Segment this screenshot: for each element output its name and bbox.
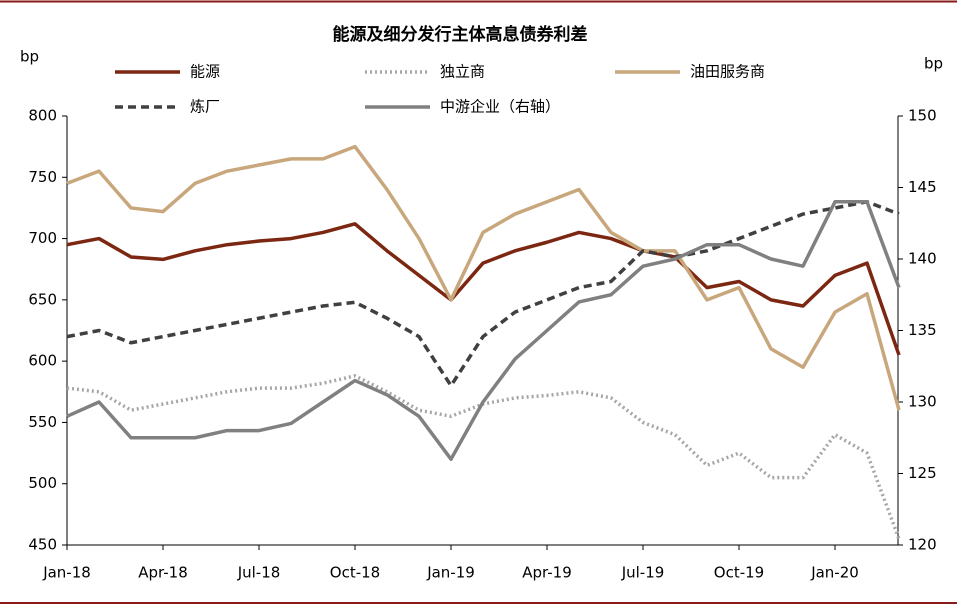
- legend-label: 独立商: [440, 63, 485, 81]
- series-line: [66, 222, 901, 356]
- y-axis-label: bp: [20, 48, 39, 66]
- x-tick-label: Jan-19: [426, 564, 475, 582]
- x-tick-label: Jan-18: [42, 564, 91, 582]
- y2-tick-label: 145: [908, 178, 937, 196]
- y-tick-label: 650: [28, 290, 57, 308]
- x-tick-label: Apr-18: [138, 564, 188, 582]
- y-tick-label: 800: [28, 107, 57, 125]
- legend-label: 中游企业（右轴）: [440, 98, 560, 116]
- y-tick-label: 750: [28, 168, 57, 186]
- legend-label: 油田服务商: [690, 63, 765, 81]
- y2-tick-label: 135: [908, 321, 937, 339]
- legend-label: 炼厂: [190, 98, 220, 116]
- series-line: [66, 200, 900, 388]
- y-tick-label: 550: [28, 413, 57, 431]
- series-line: [66, 144, 901, 411]
- y2-axis-label: bp: [924, 55, 943, 73]
- x-tick-label: Jul-18: [237, 564, 281, 582]
- x-tick-label: Oct-18: [330, 564, 380, 582]
- series-line: [66, 200, 901, 461]
- y-tick-label: 450: [28, 536, 57, 554]
- y2-tick-label: 130: [908, 393, 937, 411]
- y-tick-label: 600: [28, 352, 57, 370]
- y-tick-label: 700: [28, 229, 57, 247]
- x-tick-label: Jul-19: [621, 564, 665, 582]
- x-tick-label: Apr-19: [522, 564, 572, 582]
- chart-title: 能源及细分发行主体高息债券利差: [333, 24, 588, 45]
- y2-tick-label: 125: [908, 464, 937, 482]
- y2-tick-label: 140: [908, 250, 937, 268]
- x-tick-label: Jan-20: [810, 564, 859, 582]
- y2-tick-label: 150: [908, 107, 937, 125]
- y2-tick-label: 120: [908, 536, 937, 554]
- x-tick-label: Oct-19: [714, 564, 764, 582]
- legend-label: 能源: [190, 63, 220, 81]
- y-tick-label: 500: [28, 474, 57, 492]
